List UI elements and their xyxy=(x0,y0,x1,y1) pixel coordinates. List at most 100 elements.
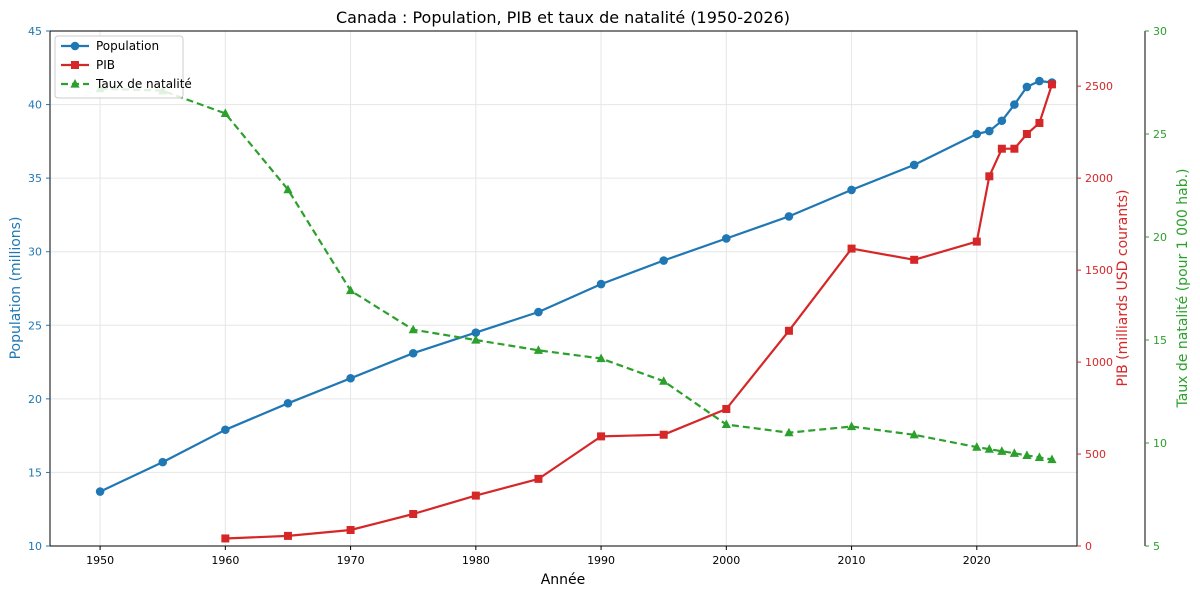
data-point-taux-de-natalite xyxy=(972,442,982,451)
data-point-population xyxy=(659,256,668,265)
data-point-taux-de-natalite xyxy=(984,444,994,453)
data-point-pib xyxy=(283,531,292,540)
data-point-pib xyxy=(409,509,418,518)
data-point-population xyxy=(158,457,168,467)
right2-tick-label: 15 xyxy=(1153,334,1167,347)
x-tick-label: 1970 xyxy=(337,554,365,567)
x-tick-label: 2020 xyxy=(963,554,991,567)
data-point-pib xyxy=(985,172,994,181)
legend-label-taux-de-natalite: Taux de natalité xyxy=(95,77,192,91)
data-point-population xyxy=(847,185,856,195)
data-point-taux-de-natalite xyxy=(721,419,731,429)
data-point-population xyxy=(985,126,994,136)
right1-tick-label: 2000 xyxy=(1085,172,1113,185)
x-tick-label: 1960 xyxy=(211,554,239,567)
data-point-pib xyxy=(471,491,480,500)
data-point-taux-de-natalite xyxy=(846,421,857,431)
data-point-taux-de-natalite xyxy=(1047,454,1057,464)
right2-tick-label: 20 xyxy=(1153,231,1167,244)
series-layer xyxy=(95,76,1057,543)
left-tick-label: 15 xyxy=(28,466,42,479)
data-point-population xyxy=(722,234,731,243)
left-tick-label: 10 xyxy=(28,540,42,553)
left-tick-label: 45 xyxy=(28,25,42,38)
data-point-taux-de-natalite xyxy=(596,353,606,363)
series-taux-de-natalite xyxy=(95,83,1057,464)
right1-tick-label: 1000 xyxy=(1085,356,1113,369)
data-point-pib xyxy=(997,144,1006,153)
right2-tick-label: 25 xyxy=(1153,128,1167,141)
data-point-population xyxy=(471,328,481,337)
series-line-population xyxy=(99,79,1053,493)
series-line-pib xyxy=(225,83,1054,540)
series-pib xyxy=(221,80,1056,543)
data-point-pib xyxy=(659,430,668,439)
data-point-population xyxy=(408,348,418,358)
right2-tick-label: 10 xyxy=(1153,437,1167,450)
right2-tick-label: 5 xyxy=(1153,540,1160,553)
right2-axis: 5 10 15 20 25 30 xyxy=(1144,25,1167,553)
left-tick-label: 25 xyxy=(28,319,42,332)
left-tick-label: 40 xyxy=(28,99,42,112)
legend: Population PIB Taux de natalité xyxy=(54,35,192,99)
x-tick-label: 2000 xyxy=(712,554,740,567)
data-point-population xyxy=(1010,100,1019,109)
data-point-population xyxy=(283,398,293,408)
legend-marker-pib xyxy=(71,61,79,69)
left-tick-label: 35 xyxy=(28,172,42,185)
right1-tick-label: 0 xyxy=(1085,540,1092,553)
data-point-pib xyxy=(597,432,606,441)
left-tick-label: 30 xyxy=(28,246,42,259)
legend-label-population: Population xyxy=(96,39,159,53)
data-point-pib xyxy=(221,534,230,543)
data-point-population xyxy=(596,279,606,289)
right1-tick-label: 1500 xyxy=(1085,264,1113,277)
data-point-taux-de-natalite xyxy=(533,345,544,354)
right2-tick-label: 30 xyxy=(1153,25,1167,38)
data-point-taux-de-natalite xyxy=(997,446,1007,455)
data-point-pib xyxy=(1010,144,1019,153)
data-point-population xyxy=(784,212,794,221)
data-point-pib xyxy=(1047,80,1056,89)
data-point-pib xyxy=(722,404,731,413)
data-point-taux-de-natalite xyxy=(1034,452,1045,462)
right1-tick-label: 500 xyxy=(1085,448,1106,461)
data-point-taux-de-natalite xyxy=(408,324,418,334)
data-point-pib xyxy=(1022,130,1031,138)
data-point-taux-de-natalite xyxy=(471,335,481,344)
legend-box xyxy=(54,35,184,99)
data-point-taux-de-natalite xyxy=(909,429,919,439)
data-point-pib xyxy=(972,237,981,246)
x-axis-label: Année xyxy=(541,572,586,588)
x-tick-label: 1950 xyxy=(86,554,114,567)
data-point-pib xyxy=(534,474,543,483)
data-point-pib xyxy=(847,244,856,253)
data-point-taux-de-natalite xyxy=(220,108,230,117)
legend-marker-population xyxy=(70,41,80,51)
chart-title: Canada : Population, PIB et taux de nata… xyxy=(336,8,790,27)
series-population xyxy=(95,76,1057,496)
legend-marker-taux-de-natalite xyxy=(70,79,80,88)
data-point-population xyxy=(972,129,982,139)
x-tick-label: 1980 xyxy=(462,554,490,567)
data-point-population xyxy=(221,425,230,435)
data-point-population xyxy=(1035,76,1044,86)
x-tick-label: 2010 xyxy=(838,554,866,567)
left-axis-label: Population (millions) xyxy=(8,217,24,360)
grid xyxy=(50,30,1077,547)
data-point-taux-de-natalite xyxy=(1022,450,1032,459)
left-tick-label: 20 xyxy=(28,393,42,406)
data-point-pib xyxy=(784,326,793,335)
data-point-population xyxy=(1022,82,1032,92)
data-point-taux-de-natalite xyxy=(784,427,794,437)
data-point-taux-de-natalite xyxy=(283,184,293,194)
series-line-taux-de-natalite xyxy=(100,87,1053,461)
data-point-taux-de-natalite xyxy=(1009,448,1019,457)
plot-frame xyxy=(49,30,1078,547)
data-point-pib xyxy=(910,255,919,264)
data-point-population xyxy=(95,487,105,496)
data-point-population xyxy=(909,160,919,170)
data-point-taux-de-natalite xyxy=(659,376,669,385)
x-axis: 1950 1960 1970 1980 1990 2000 2010 2020 xyxy=(86,546,991,567)
